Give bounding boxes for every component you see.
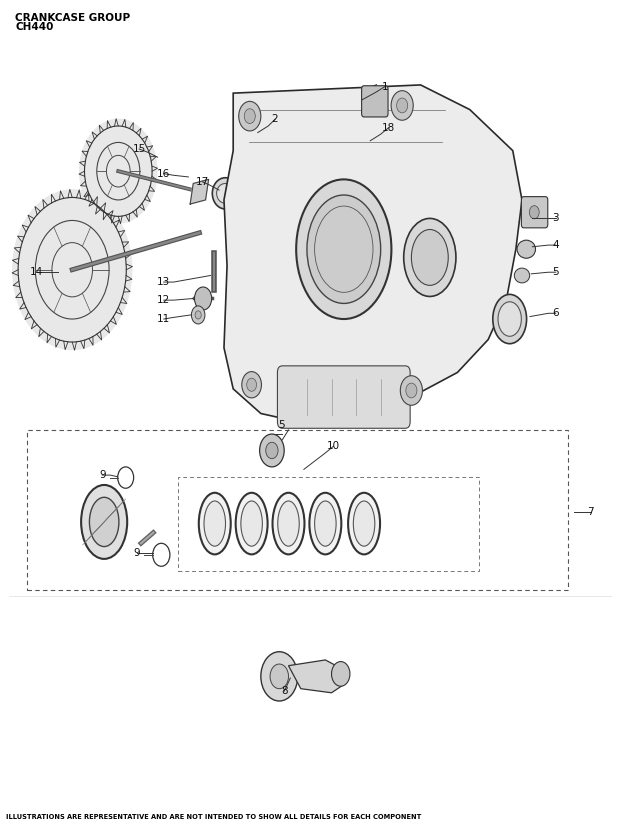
Ellipse shape — [273, 493, 304, 554]
Text: ILLUSTRATIONS ARE REPRESENTATIVE AND ARE NOT INTENDED TO SHOW ALL DETAILS FOR EA: ILLUSTRATIONS ARE REPRESENTATIVE AND ARE… — [6, 814, 421, 820]
Ellipse shape — [212, 178, 238, 209]
FancyBboxPatch shape — [277, 366, 410, 428]
Ellipse shape — [314, 501, 336, 546]
Ellipse shape — [404, 218, 456, 296]
Circle shape — [260, 434, 284, 467]
Text: 15: 15 — [133, 144, 146, 154]
Ellipse shape — [307, 195, 381, 304]
Text: 14: 14 — [30, 267, 43, 277]
Text: 6: 6 — [552, 308, 559, 318]
Ellipse shape — [517, 240, 536, 258]
Text: 2: 2 — [272, 114, 278, 124]
FancyBboxPatch shape — [361, 86, 388, 117]
FancyBboxPatch shape — [521, 197, 548, 228]
Ellipse shape — [216, 184, 234, 203]
Circle shape — [261, 652, 298, 701]
Circle shape — [253, 127, 263, 141]
Circle shape — [195, 311, 202, 319]
Circle shape — [247, 378, 257, 391]
Circle shape — [401, 375, 422, 405]
Circle shape — [529, 206, 539, 219]
Text: 5: 5 — [279, 420, 289, 430]
Circle shape — [79, 118, 157, 224]
Circle shape — [266, 442, 278, 459]
Text: eReplacementParts.com: eReplacementParts.com — [234, 378, 386, 391]
Ellipse shape — [493, 294, 526, 344]
Ellipse shape — [278, 501, 299, 546]
Circle shape — [406, 383, 417, 398]
Text: 12: 12 — [157, 295, 171, 305]
Circle shape — [244, 108, 255, 123]
Text: 1: 1 — [382, 82, 388, 92]
Circle shape — [192, 306, 205, 324]
Text: 9: 9 — [133, 548, 140, 558]
Circle shape — [195, 287, 211, 310]
Text: 10: 10 — [327, 442, 340, 452]
Ellipse shape — [296, 179, 391, 319]
Ellipse shape — [236, 493, 268, 554]
Ellipse shape — [498, 302, 521, 337]
Text: 11: 11 — [157, 314, 171, 324]
Ellipse shape — [515, 268, 529, 283]
Circle shape — [270, 664, 288, 689]
Ellipse shape — [348, 493, 380, 554]
Polygon shape — [190, 179, 208, 204]
Text: 13: 13 — [157, 277, 171, 287]
Text: 16: 16 — [157, 169, 171, 179]
Circle shape — [391, 91, 413, 120]
Ellipse shape — [241, 501, 262, 546]
Ellipse shape — [204, 501, 226, 546]
Ellipse shape — [353, 501, 375, 546]
Circle shape — [242, 371, 262, 398]
Ellipse shape — [248, 126, 268, 142]
Text: CRANKCASE GROUP: CRANKCASE GROUP — [15, 12, 130, 22]
Bar — [178, 476, 479, 571]
Text: 17: 17 — [196, 177, 209, 187]
Ellipse shape — [89, 497, 119, 547]
Text: 3: 3 — [552, 213, 559, 223]
Text: 8: 8 — [281, 686, 288, 696]
Circle shape — [332, 662, 350, 686]
Text: 7: 7 — [588, 507, 594, 517]
Circle shape — [12, 189, 133, 351]
Text: 9: 9 — [99, 470, 105, 480]
Ellipse shape — [81, 485, 127, 559]
Text: CH440: CH440 — [15, 22, 53, 32]
Polygon shape — [224, 85, 522, 422]
Circle shape — [397, 98, 408, 112]
Text: 4: 4 — [552, 240, 559, 250]
Polygon shape — [288, 660, 344, 693]
Circle shape — [239, 102, 261, 131]
Ellipse shape — [199, 493, 231, 554]
Text: 5: 5 — [552, 267, 559, 277]
Text: 18: 18 — [382, 122, 396, 132]
Ellipse shape — [309, 493, 342, 554]
Bar — [27, 430, 568, 590]
Ellipse shape — [412, 230, 448, 285]
